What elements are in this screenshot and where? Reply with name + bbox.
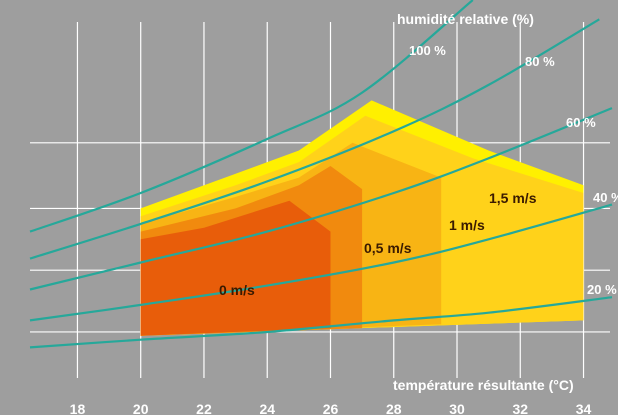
x-tick-20: 20 xyxy=(133,401,149,415)
zone-label-1-5: 1,5 m/s xyxy=(489,190,537,206)
x-ticks: 18 20 22 24 26 28 30 32 34 xyxy=(70,401,592,415)
rh-label-40: 40 % xyxy=(593,190,618,205)
x-tick-24: 24 xyxy=(259,401,275,415)
zone-label-0-5: 0,5 m/s xyxy=(364,240,412,256)
rh-label-20: 20 % xyxy=(587,282,617,297)
comfort-zones xyxy=(140,100,584,336)
x-tick-26: 26 xyxy=(323,401,339,415)
curve-rh-100 xyxy=(29,0,474,233)
zone-label-0: 0 m/s xyxy=(219,282,255,298)
curve-rh-80 xyxy=(29,18,600,260)
rh-label-100: 100 % xyxy=(409,43,446,58)
curve-rh-20 xyxy=(29,296,613,349)
rh-label-80: 80 % xyxy=(525,54,555,69)
curve-rh-60 xyxy=(29,107,613,291)
ylabel: humidité relative (%) xyxy=(397,11,534,27)
labels: humidité relative (%) température résult… xyxy=(219,11,618,393)
x-tick-34: 34 xyxy=(576,401,592,415)
x-tick-22: 22 xyxy=(196,401,212,415)
curve-rh-40 xyxy=(29,203,613,322)
x-tick-28: 28 xyxy=(386,401,402,415)
xlabel: température résultante (°C) xyxy=(393,377,574,393)
x-tick-32: 32 xyxy=(512,401,528,415)
zone-label-1: 1 m/s xyxy=(449,217,485,233)
rh-label-60: 60 % xyxy=(566,115,596,130)
humidity-curves xyxy=(29,0,613,349)
zone-0-m-s xyxy=(140,200,331,336)
x-tick-18: 18 xyxy=(70,401,86,415)
x-tick-30: 30 xyxy=(449,401,465,415)
